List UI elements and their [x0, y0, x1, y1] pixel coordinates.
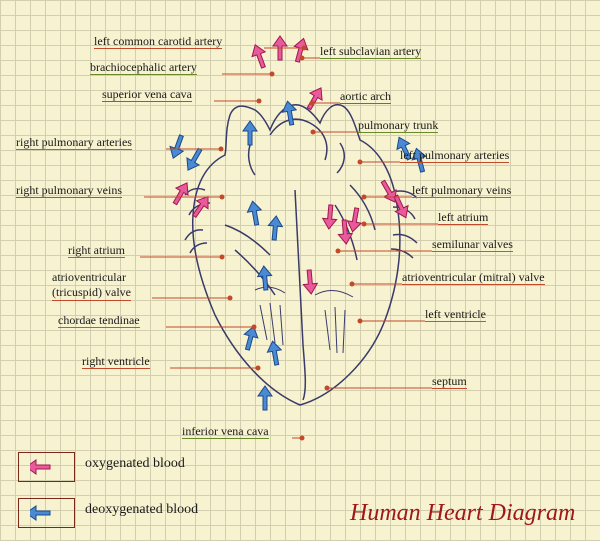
legend-deoxygenated-label: deoxygenated blood: [85, 502, 198, 518]
legend-oxygenated-box: [18, 452, 75, 482]
anatomy-label: semilunar valves: [432, 237, 513, 252]
anatomy-label: superior vena cava: [102, 87, 192, 102]
anatomy-label: atrioventricular (mitral) valve: [402, 270, 545, 285]
anatomy-label: left pulmonary arteries: [400, 148, 509, 163]
legend-oxygenated-label: oxygenated blood: [85, 456, 185, 472]
anatomy-label: right pulmonary veins: [16, 183, 122, 198]
legend-deoxygenated-box: [18, 498, 75, 528]
anatomy-label: atrioventricular(tricuspid) valve: [52, 270, 131, 301]
heart-illustration: [175, 95, 425, 425]
anatomy-label: left pulmonary veins: [412, 183, 511, 198]
anatomy-label: right atrium: [68, 243, 125, 258]
anatomy-label: right ventricle: [82, 354, 150, 369]
anatomy-label: left atrium: [438, 210, 488, 225]
anatomy-label: left common carotid artery: [94, 34, 222, 49]
diagram-canvas: left common carotid artery brachiocephali…: [0, 0, 600, 541]
diagram-title: Human Heart Diagram: [350, 500, 575, 527]
anatomy-label: aortic arch: [340, 89, 391, 104]
anatomy-label: chordae tendinae: [58, 313, 140, 328]
anatomy-label: septum: [432, 374, 467, 389]
anatomy-label: inferior vena cava: [182, 424, 269, 439]
anatomy-label: left subclavian artery: [320, 44, 421, 59]
anatomy-label: brachiocephalic artery: [90, 60, 197, 75]
anatomy-label: right pulmonary arteries: [16, 135, 132, 150]
anatomy-label: left ventricle: [425, 307, 486, 322]
anatomy-label: pulmonary trunk: [358, 118, 438, 133]
